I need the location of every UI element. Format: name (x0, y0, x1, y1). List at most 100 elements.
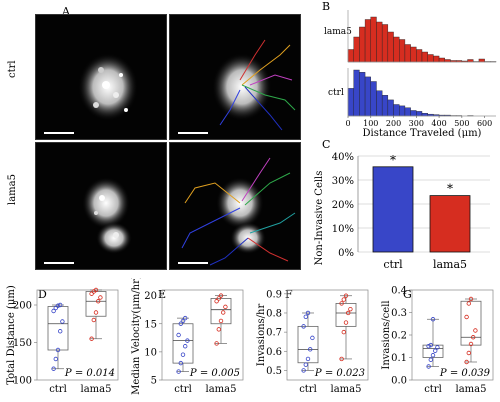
box-lama5 (210, 298, 232, 325)
data-point (433, 348, 438, 353)
data-point (435, 345, 440, 350)
c-y-tick: 40% (332, 152, 354, 163)
data-point (89, 336, 94, 341)
hist-bar-lama5-14 (427, 54, 434, 63)
data-point (341, 329, 346, 335)
y-axis-label: Total Distance (μm) (6, 285, 17, 385)
data-point (180, 352, 186, 357)
y-tick-label: 0.0 (391, 376, 407, 387)
y-tick-label: 5 (151, 376, 157, 387)
box-lama5 (460, 300, 482, 346)
data-point (348, 306, 353, 312)
data-point (95, 299, 101, 304)
hist-bar-ctrl-3 (364, 76, 371, 117)
c-star-lama5: * (447, 182, 453, 196)
hist-bar-ctrl-4 (370, 81, 377, 117)
histogram-ctrl (347, 69, 474, 117)
hist-bar-lama5-9 (399, 39, 406, 63)
hist-bar-lama5-0 (347, 49, 354, 63)
hist-x-tick-label: 200 (386, 119, 401, 128)
hist-x-label: Distance Traveled (μm) (363, 128, 482, 139)
y-tick-label: 0.3 (391, 308, 407, 319)
data-point (303, 314, 308, 320)
micrograph-ctrl-tracks-image (178, 39, 296, 134)
y-tick-label: 200 (13, 301, 32, 312)
hist-bar-lama5-2 (359, 26, 366, 63)
p-value: P = 0.014 (64, 368, 115, 379)
panel-label-g: G (403, 288, 412, 301)
plot-frame (161, 289, 244, 381)
data-point (89, 291, 94, 296)
y-tick-label: 0.2 (391, 331, 407, 342)
micrograph-ctrl-tracks (169, 14, 301, 140)
y-tick-label: 0.7 (266, 328, 282, 339)
box-ctrl (297, 325, 319, 364)
data-point (53, 356, 58, 362)
box-ctrl (422, 344, 444, 358)
micrograph-lama5-raw-image (44, 177, 132, 264)
y-tick-label: 0.8 (266, 308, 282, 319)
hist-bar-lama5-4 (370, 16, 377, 63)
data-point (428, 357, 433, 362)
data-point (55, 347, 61, 353)
data-point (345, 310, 351, 316)
data-point (308, 347, 313, 352)
x-tick-label: ctrl (49, 384, 67, 395)
c-x-tick: ctrl (383, 258, 403, 271)
y-tick-label: 0.9 (266, 289, 282, 300)
panel-label-f: F (285, 288, 293, 301)
chart-f: Invasions/hr0.5 0.6 0.7 0.8 0.9 ctrl lama5 P = … (256, 289, 369, 395)
data-point (430, 317, 436, 322)
y-tick-label: 100 (13, 376, 32, 387)
c-y-tick: 0% (338, 248, 354, 259)
data-point (53, 305, 58, 311)
data-point (176, 332, 181, 338)
data-point (464, 359, 469, 365)
y-tick-label: 0.6 (266, 347, 282, 358)
hist-bar-ctrl-9 (399, 105, 406, 117)
hist-bar-lama5-7 (387, 31, 394, 63)
micrograph-ctrl-raw (35, 14, 167, 140)
micrograph-ctrl-raw-image (44, 53, 138, 134)
box-lama5 (85, 291, 107, 317)
data-point (428, 342, 433, 348)
c-y-tick: 10% (332, 224, 354, 235)
data-point (466, 301, 471, 306)
micrograph-lama5-tracks-image (178, 157, 296, 266)
y-tick-label: 15 (144, 319, 157, 330)
hist-bar-ctrl-11 (410, 110, 417, 117)
data-point (430, 353, 436, 358)
hist-bar-ctrl-12 (416, 111, 423, 117)
data-point (51, 308, 56, 314)
data-point (426, 364, 431, 369)
hist-bar-lama5-1 (353, 36, 360, 63)
chart-c: Non-Invasive Cells ** 0%10%20%30%40%ctrl… (314, 152, 490, 271)
data-point (339, 356, 344, 362)
c-bar-lama5 (429, 195, 471, 253)
hist-x-tick-label: 600 (477, 119, 492, 128)
hist-bar-lama5-23 (478, 58, 485, 63)
histogram-lama5 (347, 16, 497, 63)
hist-bar-ctrl-2 (359, 72, 366, 117)
data-point (60, 319, 65, 324)
data-point (91, 317, 96, 323)
data-point (180, 318, 186, 324)
hist-bar-ctrl-8 (393, 104, 400, 117)
hist-bar-lama5-17 (444, 59, 451, 63)
hist-bar-lama5-21 (467, 59, 474, 63)
data-point (214, 299, 219, 304)
hist-x-tick-label: 300 (409, 119, 424, 128)
c-ticks: 0% 10% 20% 30% 40% ctrl lama5 (332, 152, 467, 271)
hist-bar-lama5-6 (381, 24, 389, 63)
data-point (310, 335, 315, 341)
data-point (93, 310, 99, 315)
data-point (183, 344, 188, 349)
data-point (470, 335, 476, 340)
y-tick-label: 20 (144, 291, 157, 302)
hist-bar-lama5-12 (416, 49, 423, 63)
data-point (468, 341, 474, 347)
data-point (305, 356, 311, 362)
data-point (343, 320, 349, 325)
p-value: P = 0.039 (439, 368, 491, 379)
data-point (218, 318, 224, 324)
